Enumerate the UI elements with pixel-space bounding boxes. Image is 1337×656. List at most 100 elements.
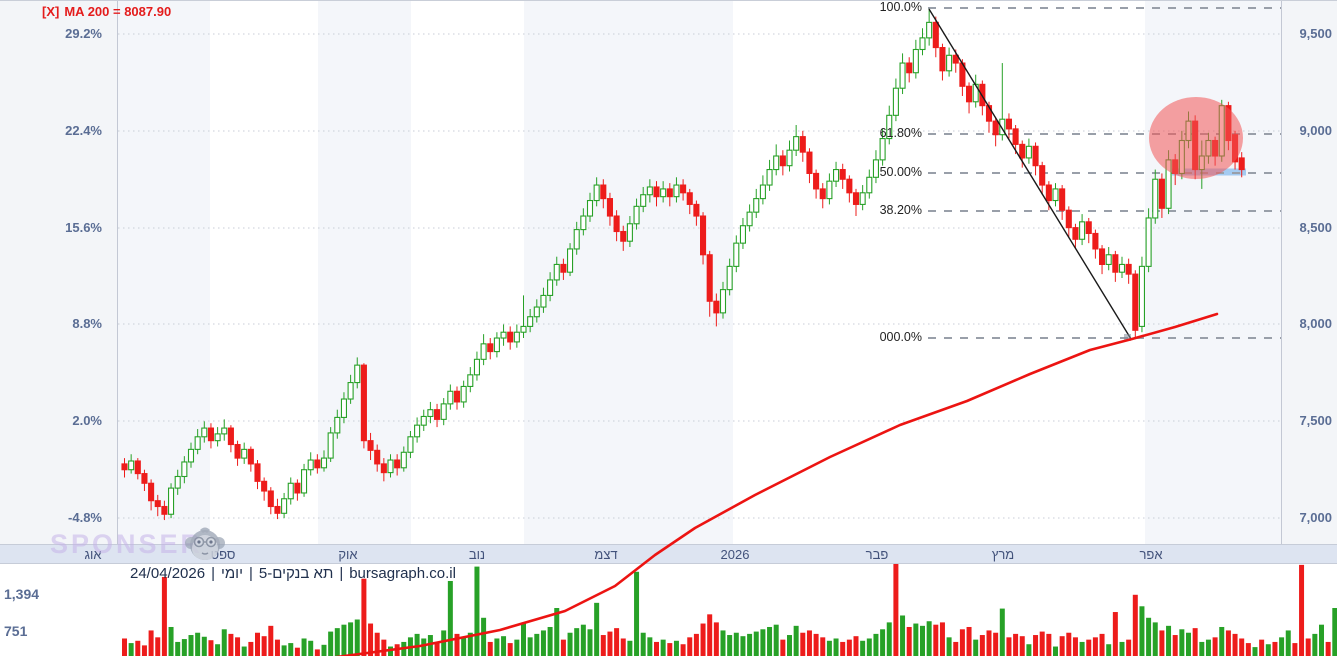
candle	[533, 306, 540, 318]
volume-bar	[441, 630, 447, 656]
candle	[892, 87, 899, 116]
candle	[606, 198, 614, 217]
volume-bar	[993, 632, 999, 656]
volume-bar	[1013, 633, 1019, 656]
candle	[653, 186, 660, 198]
candle	[832, 169, 840, 182]
volume-bar	[594, 602, 600, 656]
volume-bar	[235, 637, 241, 656]
candle	[201, 427, 208, 438]
volume-bar	[1079, 641, 1085, 656]
legend-series-label: MA 200 = 8087.90	[64, 4, 172, 19]
candle	[1045, 184, 1052, 202]
volume-bar	[348, 622, 354, 656]
volume-bar	[693, 633, 699, 656]
candle	[713, 300, 720, 314]
volume-bar	[1046, 633, 1052, 656]
volume-bar	[906, 626, 912, 656]
volume-bar	[288, 643, 294, 656]
candle	[573, 229, 580, 250]
volume-bar	[547, 626, 553, 656]
volume-bar	[461, 637, 467, 656]
candle	[1072, 227, 1079, 240]
candle	[819, 188, 826, 200]
candle	[194, 436, 201, 450]
volume-bar	[673, 640, 679, 656]
candle	[1019, 143, 1026, 159]
volume-bar	[381, 639, 387, 656]
volume-bar	[161, 576, 167, 656]
candle	[799, 136, 806, 153]
candle	[773, 155, 780, 171]
candle	[553, 263, 560, 281]
volume-bar	[1305, 638, 1311, 656]
status-date: 24/04/2026	[130, 565, 206, 582]
volume-bar	[1245, 643, 1251, 656]
volume-bar	[228, 633, 234, 656]
candle	[440, 403, 447, 420]
candle	[686, 192, 693, 205]
volume-bar	[507, 643, 513, 656]
volume-bar	[1172, 635, 1178, 656]
volume-bar	[986, 630, 992, 656]
volume-bar	[753, 631, 759, 656]
candle	[234, 443, 241, 459]
volume-bar	[521, 623, 526, 656]
candle	[168, 487, 175, 515]
candle	[473, 358, 481, 376]
month-stripes	[118, 1, 1281, 544]
left-axis-panel	[0, 1, 118, 544]
candle	[726, 265, 733, 291]
volume-bar	[341, 624, 347, 656]
volume-bar	[1319, 624, 1324, 656]
volume-bar	[634, 571, 640, 656]
volume-bar	[886, 622, 892, 656]
candle	[680, 184, 687, 194]
candle	[221, 427, 228, 435]
candle	[699, 215, 707, 256]
volume-bar	[933, 624, 939, 656]
volume-bar	[281, 645, 287, 656]
candle	[134, 460, 141, 475]
volume-bar	[1146, 617, 1152, 656]
candle	[314, 459, 321, 469]
candle	[886, 114, 893, 140]
volume-bar	[1066, 632, 1072, 656]
volume-bar	[654, 641, 659, 656]
volume-bar	[667, 643, 673, 656]
volume-bar	[1212, 637, 1218, 656]
volume-bar	[314, 649, 320, 656]
candle	[513, 331, 520, 343]
candle	[633, 205, 640, 225]
candle	[447, 390, 454, 405]
volume-bar	[361, 578, 367, 656]
candle	[779, 155, 786, 167]
volume-bar	[188, 635, 194, 656]
candle	[161, 505, 168, 515]
volume-bar	[208, 640, 214, 656]
candle	[560, 263, 567, 273]
candle	[121, 463, 128, 471]
highlight-ellipse[interactable]	[1149, 97, 1243, 179]
volume-bar	[1159, 630, 1165, 656]
candle	[287, 482, 294, 500]
volume-bar	[354, 619, 360, 656]
volume-bar	[1279, 637, 1285, 656]
candle	[427, 409, 434, 418]
ma-legend[interactable]: [X] MA 200 = 8087.90	[42, 4, 171, 19]
volume-bar	[979, 635, 985, 656]
candle	[613, 215, 620, 233]
red-highlight-ellipse	[1149, 97, 1243, 179]
trendline-handle[interactable]	[1124, 334, 1131, 341]
status-separator: |	[211, 565, 215, 582]
volume-bar	[900, 615, 906, 656]
status-separator: |	[339, 565, 344, 582]
volume-bar	[1186, 632, 1191, 656]
volume-bar	[680, 644, 686, 656]
candle	[154, 500, 161, 508]
volume-bar	[534, 633, 540, 656]
volume-bar	[195, 632, 201, 656]
candle	[227, 427, 234, 446]
candle	[433, 409, 441, 420]
